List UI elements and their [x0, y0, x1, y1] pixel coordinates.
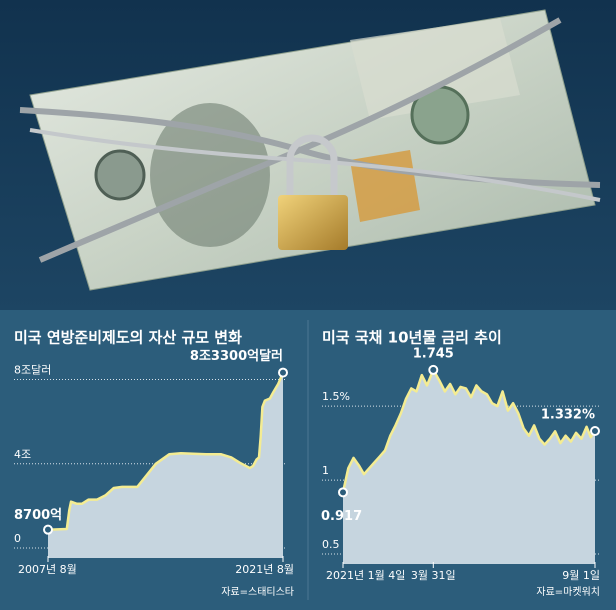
- line: [47, 372, 285, 531]
- x-tick-label: 9월 1일: [562, 568, 600, 582]
- y-tick-label: 4조: [14, 448, 31, 461]
- point: [590, 425, 600, 436]
- area-fill: [343, 369, 595, 564]
- photo: [0, 0, 616, 310]
- point: [338, 487, 348, 498]
- x-tick-label: 2021년 1월 4일: [326, 568, 405, 582]
- y-tick-label: 1: [322, 464, 329, 477]
- point: [43, 524, 53, 535]
- y-tick-label: 0.5: [322, 538, 340, 551]
- chart-title: 미국 연방준비제도의 자산 규모 변화: [14, 329, 242, 347]
- point: [278, 367, 288, 378]
- line: [341, 368, 597, 493]
- y-tick-label: 0: [14, 532, 21, 545]
- y-tick-label: 8조달러: [14, 364, 51, 377]
- chart-title: 미국 국채 10년물 금리 추이: [322, 329, 502, 347]
- source: 자료=스태티스타: [221, 586, 294, 598]
- value-label: 1.332%: [541, 407, 595, 422]
- x-tick-label: 3월 31일: [411, 568, 456, 582]
- y-tick-label: 1.5%: [322, 390, 350, 403]
- value-label: 8700억: [14, 508, 62, 523]
- value-label: 8조3300억달러: [190, 348, 283, 364]
- value-label: 0.917: [321, 509, 362, 524]
- x-tick-label: 2021년 8월: [235, 563, 294, 576]
- source: 자료=마켓워치: [536, 585, 600, 598]
- value-label: 1.745: [413, 346, 454, 361]
- point: [428, 364, 439, 375]
- area-fill: [48, 372, 283, 558]
- x-tick-label: 2007년 8월: [18, 563, 77, 576]
